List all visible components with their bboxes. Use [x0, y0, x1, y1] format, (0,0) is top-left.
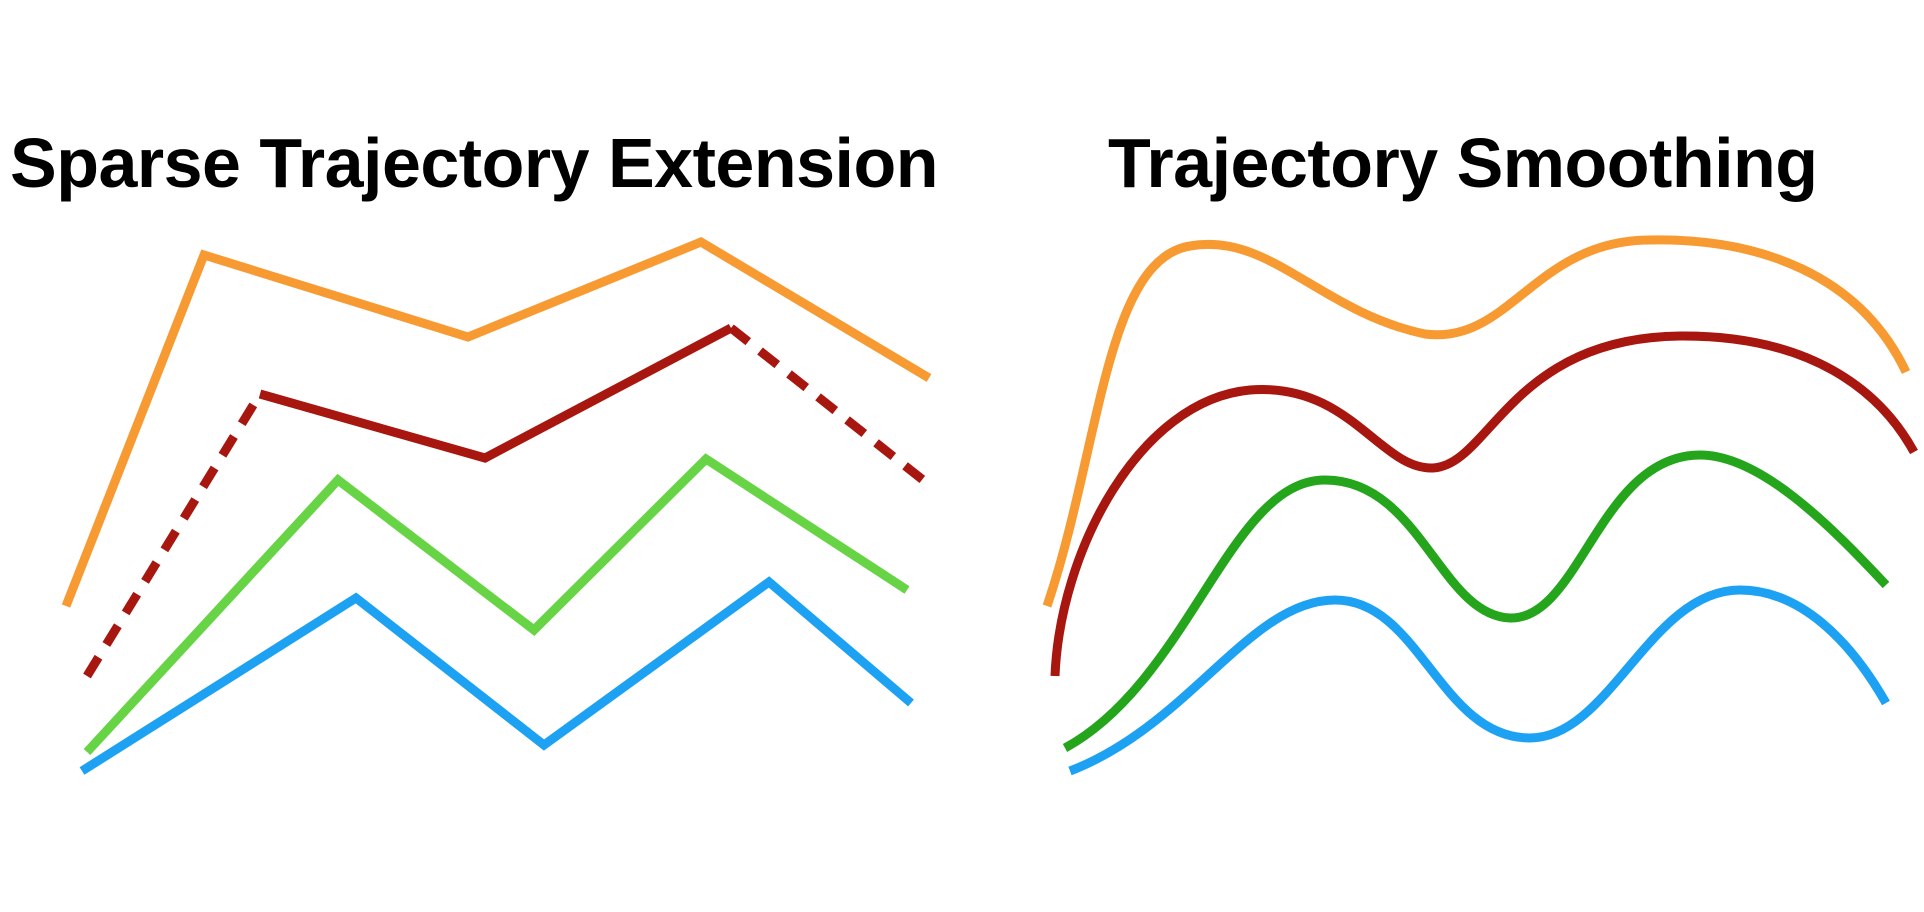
smooth-blue-trajectory	[1068, 585, 1890, 776]
smooth-green-trajectory	[1062, 450, 1890, 752]
smooth-orange-trajectory	[1042, 235, 1911, 608]
sparse-dark-red-solid-segment	[258, 324, 734, 463]
sparse-extension-title: Sparse Trajectory Extension	[10, 124, 939, 202]
trajectory-smoothing-panel: Trajectory Smoothing	[1000, 0, 1924, 912]
sparse-dark-red-dashed-end	[728, 324, 926, 484]
sparse-orange-trajectory	[61, 236, 932, 608]
sparse-trajectories	[61, 236, 932, 775]
smooth-trajectories	[1042, 235, 1918, 776]
sparse-extension-panel: Sparse Trajectory Extension	[10, 124, 939, 202]
trajectory-smoothing-title: Trajectory Smoothing	[1108, 124, 1818, 202]
sparse-light-green-trajectory	[83, 453, 910, 756]
smooth-dark-red-trajectory	[1050, 331, 1918, 677]
sparse-blue-trajectory	[79, 576, 914, 775]
sparse-dark-red-trajectory	[83, 324, 926, 679]
sparse-dark-red-dashed-start	[83, 391, 264, 679]
